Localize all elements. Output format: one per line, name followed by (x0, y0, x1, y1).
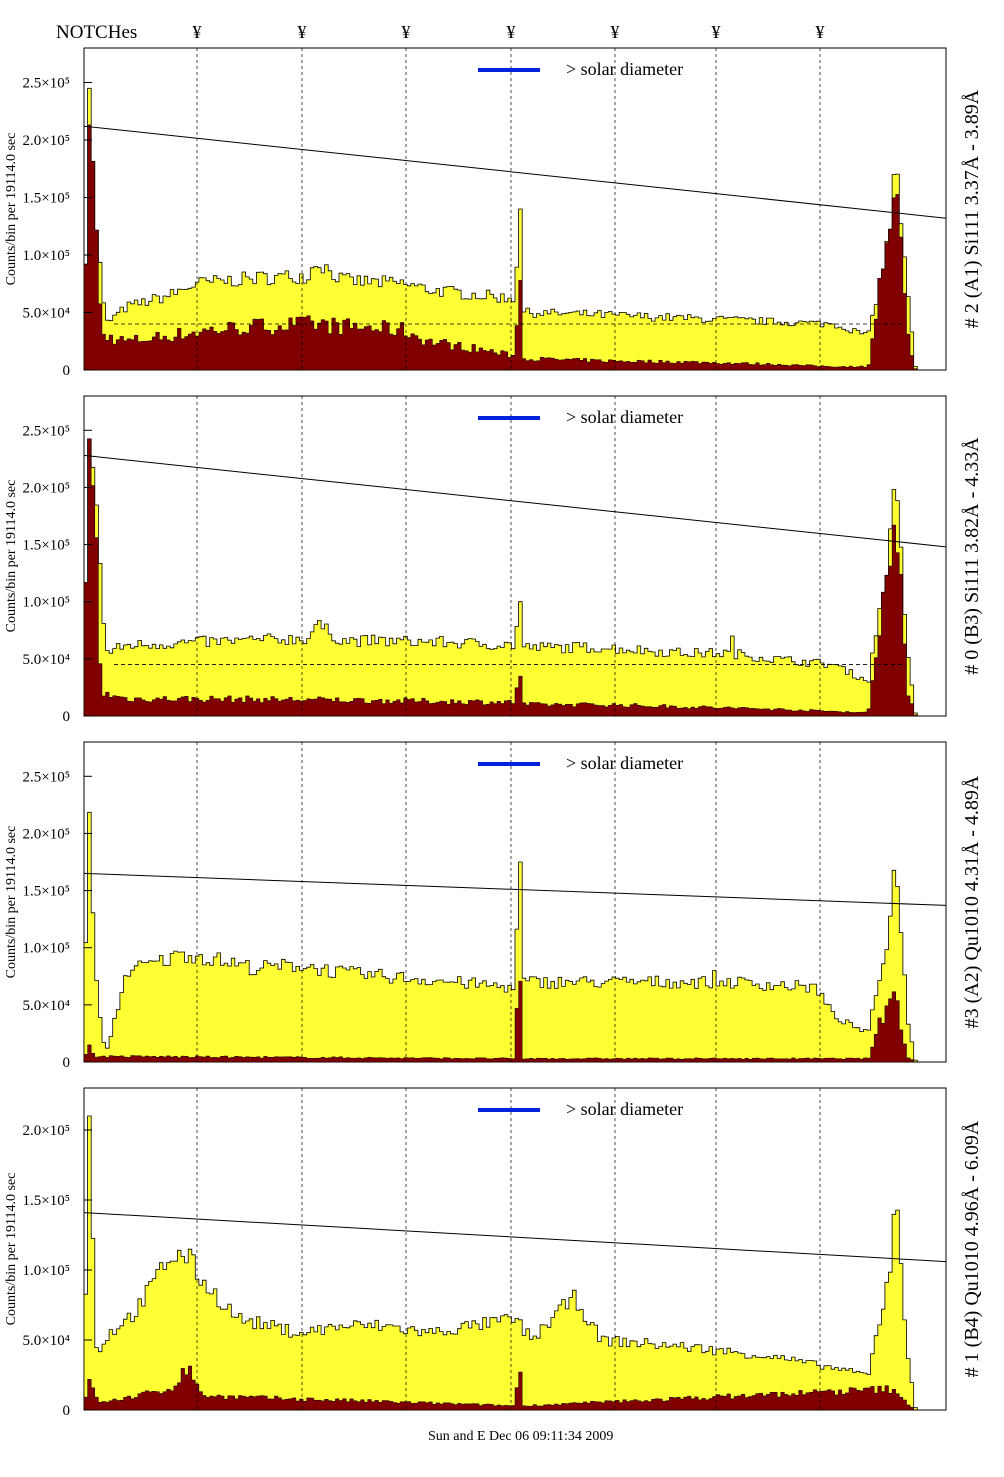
trend-line (83, 454, 947, 548)
y-axis-label: Counts/bin per 19114.0 sec (4, 826, 19, 979)
y-tick-label: 2.5×10⁵ (23, 423, 70, 439)
histogram-fill-all (83, 438, 946, 717)
trend-line (83, 872, 947, 906)
y-tick-label: 1.0×10⁵ (23, 1263, 70, 1279)
histogram-fill-disk (83, 124, 946, 371)
y-tick-label: 2.5×10⁵ (23, 76, 70, 92)
histogram-fill-disk (83, 438, 946, 717)
y-tick-label: 0 (63, 363, 71, 379)
notches-label: NOTCHes (56, 22, 137, 43)
histogram-fill-disk (83, 1365, 946, 1411)
histogram-panel-1: > solar diameter 0 5.0×10⁴ 1.0×10⁵ 1.5×10⁵ 2.… (4, 47, 983, 379)
y-tick-label: 0 (63, 1055, 71, 1071)
y-tick-label: 2.0×10⁵ (23, 826, 70, 842)
legend-label: > solar diameter (566, 407, 683, 427)
y-tick-label: 2.0×10⁵ (23, 1123, 70, 1139)
histogram-panel-4: > solar diameter 0 5.0×10⁴ 1.0×10⁵ 1.5×10⁵ 2.… (4, 1087, 983, 1419)
y-tick-label: 0 (63, 1403, 71, 1419)
panel-title: #3 (A2) Qu1010 4.31Å - 4.89Å (961, 775, 983, 1028)
y-tick-label: 5.0×10⁴ (23, 652, 70, 668)
y-axis-label: Counts/bin per 19114.0 sec (4, 133, 19, 286)
notch-symbol-5: ¥ (611, 22, 620, 42)
y-tick-label: 5.0×10⁴ (23, 306, 70, 322)
y-tick-label: 2.5×10⁵ (23, 769, 70, 785)
trend-line (83, 1212, 947, 1263)
y-axis-label: Counts/bin per 19114.0 sec (4, 480, 19, 633)
histogram-fill-all (83, 87, 946, 371)
notch-symbol-3: ¥ (402, 22, 411, 42)
y-tick-label: 2.0×10⁵ (23, 133, 70, 149)
panel-title: # 0 (B3) Si111 3.82Å - 4.33Å (961, 437, 983, 675)
notch-symbol-4: ¥ (507, 22, 516, 42)
y-tick-label: 0 (63, 709, 71, 725)
trend-line (83, 125, 947, 219)
legend-label: > solar diameter (566, 1099, 683, 1119)
y-tick-label: 5.0×10⁴ (23, 998, 70, 1014)
legend-label: > solar diameter (566, 59, 683, 79)
y-tick-label: 1.0×10⁵ (23, 941, 70, 957)
y-tick-label: 2.0×10⁵ (23, 480, 70, 496)
notch-markers: ¥ ¥ ¥ ¥ ¥ ¥ ¥ (193, 22, 825, 42)
y-tick-label: 1.5×10⁵ (23, 191, 70, 207)
legend-label: > solar diameter (566, 753, 683, 773)
panel-title: # 1 (B4) Qu1010 4.96Å - 6.09Å (961, 1120, 983, 1377)
histogram-panel-2: > solar diameter 0 5.0×10⁴ 1.0×10⁵ 1.5×10⁵ 2.… (4, 395, 983, 725)
y-axis-label: Counts/bin per 19114.0 sec (4, 1173, 19, 1326)
y-tick-label: 1.5×10⁵ (23, 884, 70, 900)
notch-symbol-2: ¥ (298, 22, 307, 42)
y-tick-label: 1.0×10⁵ (23, 248, 70, 264)
histogram-fill-all (83, 1115, 946, 1411)
histogram-panel-3: > solar diameter 0 5.0×10⁴ 1.0×10⁵ 1.5×10⁵ 2.… (4, 741, 983, 1071)
histogram-panels: > solar diameter 0 5.0×10⁴ 1.0×10⁵ 1.5×10⁵ 2.… (4, 47, 983, 1419)
y-tick-label: 1.5×10⁵ (23, 1193, 70, 1209)
y-tick-label: 1.5×10⁵ (23, 538, 70, 554)
y-tick-label: 5.0×10⁴ (23, 1333, 70, 1349)
notch-symbol-6: ¥ (712, 22, 721, 42)
timestamp-footer: Sun and E Dec 06 09:11:34 2009 (428, 1429, 613, 1444)
notch-symbol-1: ¥ (193, 22, 202, 42)
histogram-fill-disk (83, 980, 946, 1063)
histogram-fill-all (83, 811, 946, 1063)
notch-symbol-7: ¥ (816, 22, 825, 42)
y-tick-label: 1.0×10⁵ (23, 595, 70, 611)
panel-title: # 2 (A1) Si111 3.37Å - 3.89Å (961, 89, 983, 328)
